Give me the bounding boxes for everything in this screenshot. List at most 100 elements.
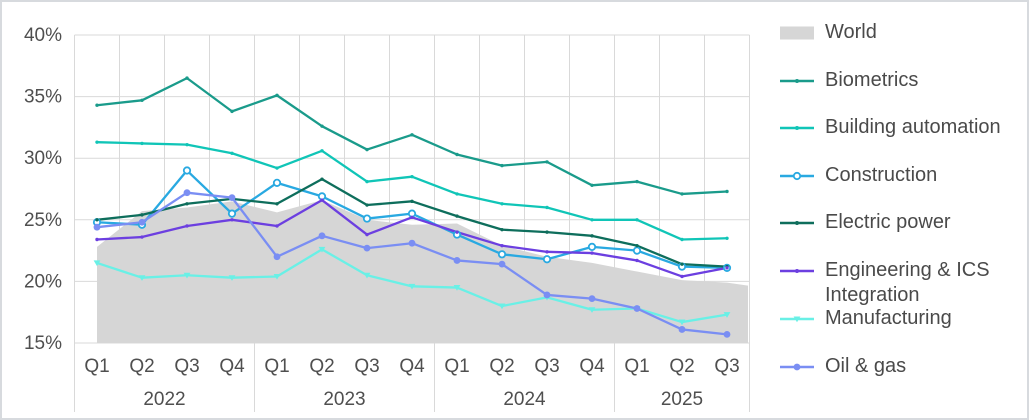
- construction-marker: [632, 246, 642, 255]
- electric-power-marker: [185, 202, 189, 206]
- oil-and-gas-marker: [228, 194, 236, 202]
- x-axis-quarter-label: Q4: [399, 356, 425, 377]
- construction-marker: [587, 242, 597, 252]
- engineering-and-ics-integration-marker: [455, 230, 459, 234]
- y-axis-tick-label: 40%: [24, 25, 62, 46]
- oil-and-gas-marker: [588, 295, 596, 303]
- biometrics-marker: [680, 192, 684, 196]
- oil-and-gas-marker: [498, 260, 506, 268]
- construction-marker: [227, 209, 237, 218]
- oil-and-gas-marker: [543, 291, 551, 299]
- y-axis-tick-label: 15%: [24, 333, 62, 354]
- legend-swatch-oil-and-gas: [780, 363, 814, 371]
- y-axis-tick-label: 25%: [24, 210, 62, 231]
- x-axis-quarter-label: Q2: [489, 356, 514, 377]
- x-axis-quarter-label: Q1: [444, 356, 469, 377]
- building-automation-marker: [680, 237, 684, 242]
- engineering-and-ics-integration-marker: [590, 251, 594, 255]
- building-automation-marker: [275, 166, 279, 170]
- legend-swatch-engineering-and-ics-integration: [780, 269, 814, 273]
- electric-power-marker: [365, 203, 369, 207]
- engineering-and-ics-integration-marker: [500, 243, 504, 248]
- y-axis-tick-label: 30%: [24, 148, 62, 169]
- legend-swatch-world: [780, 26, 814, 40]
- x-axis-year-label: 2025: [661, 389, 703, 410]
- oil-and-gas-marker: [363, 244, 371, 252]
- biometrics-marker: [140, 98, 144, 102]
- engineering-and-ics-integration-marker: [410, 215, 414, 220]
- legend-item-world[interactable]: World: [780, 20, 877, 45]
- building-automation-marker: [230, 151, 234, 155]
- building-automation-marker: [635, 218, 639, 222]
- building-automation-marker: [500, 202, 504, 206]
- electric-power-marker: [95, 218, 99, 222]
- building-automation-marker: [320, 149, 324, 153]
- biometrics-marker: [635, 179, 639, 184]
- oil-and-gas-marker: [273, 253, 281, 261]
- x-axis-quarter-label: Q1: [624, 356, 649, 377]
- legend-item-electric-power[interactable]: Electric power: [780, 210, 951, 235]
- oil-and-gas-marker: [723, 330, 731, 338]
- engineering-and-ics-integration-marker: [140, 235, 144, 239]
- construction-marker: [497, 250, 507, 259]
- y-axis-tick-label: 35%: [24, 87, 62, 108]
- legend-label-electric-power: Electric power: [825, 211, 951, 233]
- manufacturing-marker: [273, 273, 281, 280]
- legend-label-world: World: [825, 21, 877, 43]
- x-axis-quarter-label: Q1: [264, 356, 289, 377]
- x-axis-quarter-label: Q3: [174, 356, 199, 377]
- legend-label-biometrics: Biometrics: [825, 69, 919, 91]
- oil-and-gas-marker: [318, 232, 326, 240]
- manufacturing-marker: [318, 246, 326, 253]
- construction-marker: [362, 214, 372, 223]
- electric-power-marker: [410, 199, 414, 204]
- biometrics-marker: [275, 93, 279, 98]
- legend-item-engineering-and-ics-integration[interactable]: Engineering & ICS Integration: [780, 258, 1020, 308]
- building-automation-marker: [545, 205, 549, 210]
- x-axis-quarter-label: Q4: [579, 356, 605, 377]
- oil-and-gas-marker: [408, 239, 416, 247]
- y-axis-tick-label: 20%: [24, 271, 62, 292]
- electric-power-marker: [590, 234, 594, 238]
- x-axis-quarter-label: Q3: [534, 356, 559, 377]
- construction-marker: [182, 166, 192, 175]
- oil-and-gas-marker: [93, 223, 101, 231]
- building-automation-marker: [140, 141, 144, 146]
- legend-item-manufacturing[interactable]: Manufacturing: [780, 306, 952, 331]
- electric-power-marker: [500, 227, 504, 232]
- manufacturing-marker: [678, 319, 686, 326]
- legend-item-oil-and-gas[interactable]: Oil & gas: [780, 354, 906, 379]
- oil-and-gas-marker: [453, 257, 461, 264]
- legend-label-manufacturing: Manufacturing: [825, 307, 952, 329]
- electric-power-marker: [455, 214, 459, 218]
- biometrics-marker: [230, 109, 234, 114]
- construction-marker: [542, 255, 552, 264]
- x-axis-year-label: 2024: [503, 389, 546, 410]
- x-axis-quarter-label: Q3: [714, 356, 739, 377]
- biometrics-marker: [725, 189, 729, 194]
- manufacturing-marker: [408, 283, 416, 290]
- building-automation-marker: [95, 140, 99, 144]
- electric-power-marker: [680, 262, 684, 266]
- building-automation-marker: [410, 174, 414, 179]
- legend-item-biometrics[interactable]: Biometrics: [780, 68, 918, 93]
- electric-power-marker: [275, 202, 279, 206]
- manufacturing-marker: [93, 260, 101, 267]
- engineering-and-ics-integration-marker: [95, 237, 99, 242]
- x-axis-quarter-label: Q1: [84, 356, 109, 377]
- legend-label-engineering-and-ics-integration: Engineering & ICS Integration: [825, 259, 990, 306]
- biometrics-marker: [365, 147, 369, 152]
- engineering-and-ics-integration-marker: [275, 224, 279, 228]
- chart-legend: World Biometrics Building automation Constr…: [780, 2, 1027, 418]
- legend-item-building-automation[interactable]: Building automation: [780, 115, 1001, 140]
- legend-item-construction[interactable]: Construction: [780, 163, 937, 188]
- biometrics-marker: [500, 163, 504, 168]
- building-automation-marker: [725, 236, 729, 240]
- electric-power-marker: [635, 243, 639, 248]
- legend-label-construction: Construction: [825, 164, 938, 186]
- electric-power-marker: [545, 230, 549, 234]
- legend-label-oil-and-gas: Oil & gas: [825, 355, 907, 377]
- biometrics-marker: [545, 160, 549, 164]
